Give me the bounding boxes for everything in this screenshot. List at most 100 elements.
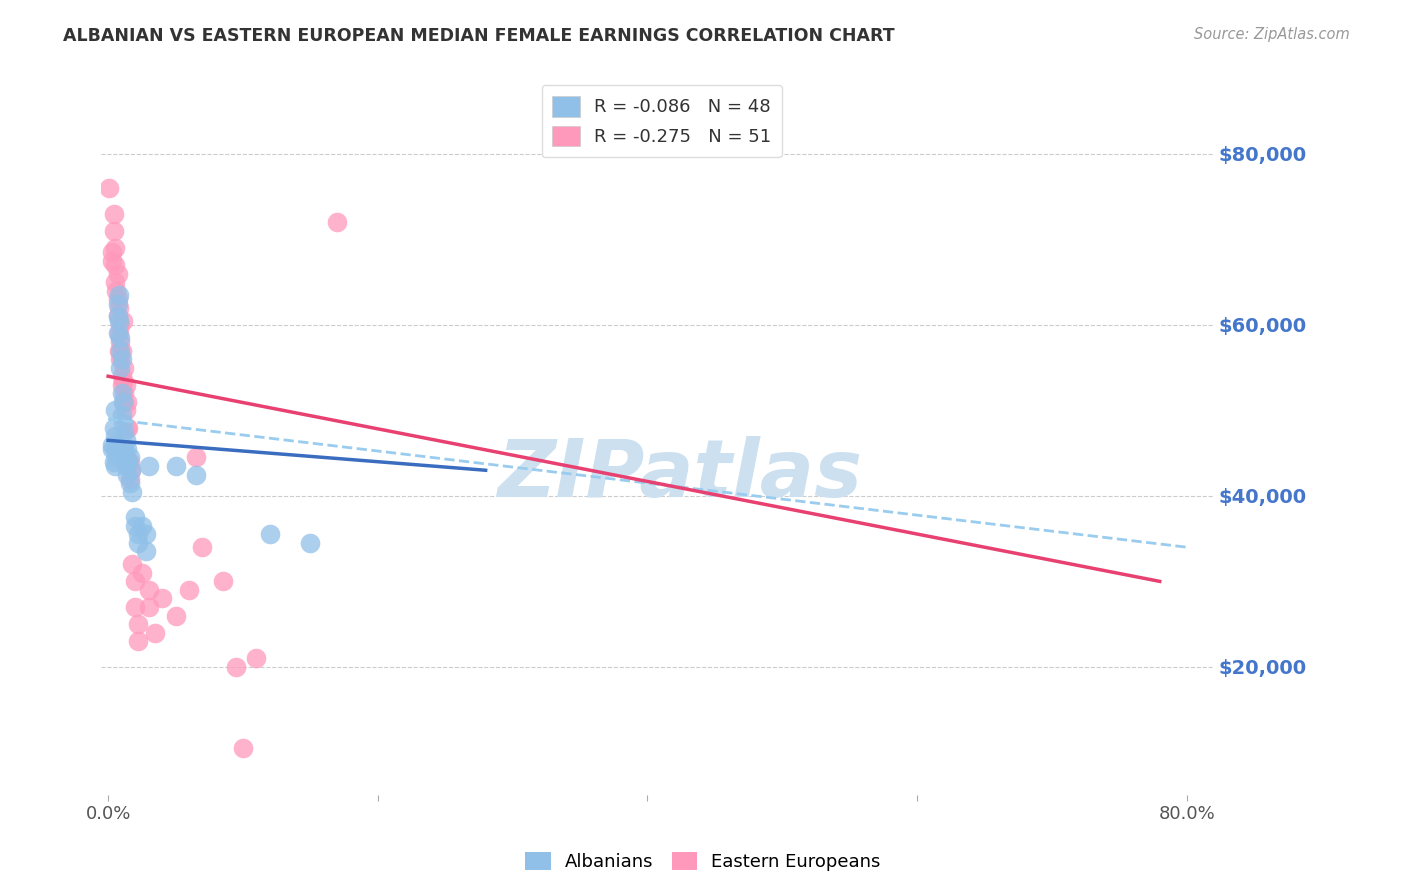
Point: [107, 267, 129, 281]
Point: [107, 296, 129, 310]
Point: [124, 518, 146, 533]
Point: [110, 343, 132, 358]
Point: [131, 518, 153, 533]
Point: [110, 318, 132, 332]
Point: [138, 600, 160, 615]
Point: [101, 253, 124, 268]
Point: [138, 458, 160, 473]
Point: [143, 625, 166, 640]
Point: [124, 510, 146, 524]
Point: [112, 442, 135, 456]
Point: [127, 536, 149, 550]
Point: [112, 425, 135, 439]
Point: [114, 403, 136, 417]
Text: Source: ZipAtlas.com: Source: ZipAtlas.com: [1194, 27, 1350, 42]
Point: [108, 343, 131, 358]
Point: [191, 540, 214, 554]
Point: [111, 374, 134, 388]
Point: [108, 288, 131, 302]
Point: [165, 608, 187, 623]
Point: [104, 241, 127, 255]
Point: [118, 476, 141, 491]
Point: [118, 472, 141, 486]
Point: [103, 420, 125, 434]
Point: [115, 442, 138, 456]
Point: [104, 403, 127, 417]
Point: [115, 395, 138, 409]
Point: [105, 437, 128, 451]
Point: [101, 442, 124, 456]
Point: [108, 313, 131, 327]
Point: [110, 334, 132, 349]
Point: [112, 386, 135, 401]
Point: [184, 450, 207, 465]
Point: [124, 600, 146, 615]
Point: [112, 395, 135, 409]
Point: [326, 215, 349, 229]
Point: [150, 591, 173, 606]
Point: [232, 741, 254, 756]
Point: [124, 574, 146, 589]
Point: [110, 408, 132, 422]
Point: [104, 258, 127, 272]
Point: [114, 458, 136, 473]
Point: [112, 450, 135, 465]
Point: [110, 377, 132, 392]
Point: [177, 582, 200, 597]
Point: [107, 326, 129, 341]
Point: [110, 352, 132, 367]
Point: [127, 634, 149, 648]
Point: [112, 360, 135, 375]
Point: [98, 181, 121, 195]
Point: [120, 463, 142, 477]
Text: ALBANIAN VS EASTERN EUROPEAN MEDIAN FEMALE EARNINGS CORRELATION CHART: ALBANIAN VS EASTERN EUROPEAN MEDIAN FEMA…: [63, 27, 894, 45]
Point: [115, 420, 138, 434]
Point: [117, 455, 139, 469]
Point: [110, 331, 132, 345]
Legend: R = -0.086   N = 48, R = -0.275   N = 51: R = -0.086 N = 48, R = -0.275 N = 51: [541, 85, 782, 157]
Text: ZIPatlas: ZIPatlas: [498, 436, 862, 515]
Point: [245, 651, 267, 665]
Point: [118, 450, 141, 465]
Point: [110, 343, 132, 358]
Point: [103, 224, 125, 238]
Point: [165, 458, 187, 473]
Point: [127, 617, 149, 632]
Point: [107, 310, 129, 324]
Point: [184, 467, 207, 482]
Point: [111, 313, 134, 327]
Point: [211, 574, 233, 589]
Point: [105, 450, 128, 465]
Point: [110, 369, 132, 384]
Point: [131, 566, 153, 580]
Point: [114, 434, 136, 448]
Point: [104, 442, 127, 456]
Point: [107, 310, 129, 324]
Point: [104, 429, 127, 443]
Point: [138, 582, 160, 597]
Point: [111, 395, 134, 409]
Point: [225, 660, 247, 674]
Point: [121, 558, 143, 572]
Point: [135, 544, 157, 558]
Point: [127, 527, 149, 541]
Point: [103, 455, 125, 469]
Point: [118, 455, 141, 469]
Point: [103, 207, 125, 221]
Point: [104, 458, 127, 473]
Point: [117, 420, 139, 434]
Point: [111, 416, 134, 430]
Point: [108, 326, 131, 341]
Point: [101, 437, 124, 451]
Point: [120, 463, 142, 477]
Point: [259, 527, 281, 541]
Point: [114, 377, 136, 392]
Point: [110, 386, 132, 401]
Point: [101, 245, 124, 260]
Point: [121, 484, 143, 499]
Legend: Albanians, Eastern Europeans: Albanians, Eastern Europeans: [517, 845, 889, 879]
Point: [105, 284, 128, 298]
Point: [104, 275, 127, 289]
Point: [135, 527, 157, 541]
Point: [115, 467, 138, 482]
